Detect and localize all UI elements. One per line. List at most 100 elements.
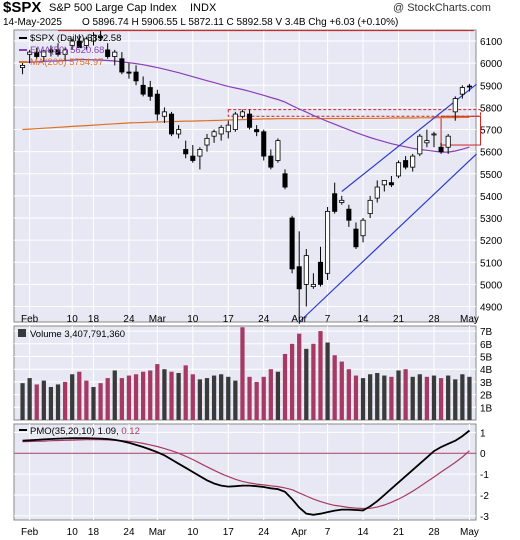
candle-body xyxy=(140,84,146,95)
volume-bar xyxy=(240,327,245,420)
price-tick-label: 5700 xyxy=(480,126,503,137)
candle-body xyxy=(395,162,402,177)
pmo-x-label: 18 xyxy=(88,527,100,538)
price-x-label: 17 xyxy=(223,314,235,325)
volume-bar xyxy=(254,381,259,420)
candle-body xyxy=(90,35,97,42)
candle-body xyxy=(417,135,423,155)
price-tick-label: 6100 xyxy=(480,37,503,48)
price-tick-label: 4900 xyxy=(480,303,503,314)
candle-body xyxy=(367,199,373,215)
volume-bar xyxy=(41,380,46,420)
volume-bar xyxy=(446,375,451,420)
watermark: @ StockCharts.com xyxy=(393,2,491,14)
candle-body xyxy=(154,93,160,115)
candle-body xyxy=(98,36,104,39)
volume-legend-swatch xyxy=(18,329,26,337)
price-tick-label: 5900 xyxy=(480,81,503,92)
volume-bar xyxy=(360,378,366,420)
candle-body xyxy=(48,49,54,53)
candle-body xyxy=(424,140,430,144)
price-x-label: 10 xyxy=(67,314,79,325)
candle-body xyxy=(317,261,324,285)
volume-bar xyxy=(126,375,132,420)
price-x-label: 14 xyxy=(357,314,369,325)
volume-bar xyxy=(368,374,373,420)
candle-body xyxy=(360,219,366,237)
volume-bar xyxy=(204,378,210,420)
candle-body xyxy=(168,113,175,135)
candle-body xyxy=(239,111,245,117)
volume-bar xyxy=(183,365,188,420)
price-x-label: Apr xyxy=(291,314,307,325)
volume-bar xyxy=(219,374,224,420)
volume-bar xyxy=(389,376,394,420)
volume-bar xyxy=(297,333,302,420)
price-tick-label: 5200 xyxy=(480,236,503,247)
volume-bar xyxy=(190,374,195,420)
candle-body xyxy=(310,283,316,288)
volume-bar xyxy=(141,371,146,420)
candle-body xyxy=(147,87,153,97)
resistance-box xyxy=(227,109,482,117)
pmo-x-label: 24 xyxy=(258,527,270,538)
volume-bar xyxy=(84,380,89,420)
price-tick-label: 5600 xyxy=(480,148,503,159)
candle-body xyxy=(452,98,458,113)
candle-body xyxy=(176,129,182,135)
volume-tick-label: 5B xyxy=(480,352,493,363)
volume-bar xyxy=(211,375,217,420)
price-x-label: 28 xyxy=(428,314,440,325)
volume-tick-label: 2B xyxy=(480,391,493,402)
candle-body xyxy=(254,129,260,133)
volume-bar xyxy=(162,369,167,420)
volume-bar xyxy=(268,369,273,420)
volume-title: Volume 3,407,791,360 xyxy=(30,329,125,340)
price-tick-label: 5000 xyxy=(480,280,503,291)
pmo-x-label: Apr xyxy=(291,527,307,538)
volume-bar xyxy=(176,373,181,420)
candle-body xyxy=(218,126,224,135)
volume-bar xyxy=(311,343,316,420)
volume-bar xyxy=(91,386,96,420)
volume-bar xyxy=(98,383,103,420)
candle-body xyxy=(119,58,125,73)
volume-bar xyxy=(438,378,444,420)
volume-tick-label: 6B xyxy=(480,340,493,351)
candle-body xyxy=(225,124,231,133)
pmo-signal-line xyxy=(22,439,470,510)
pmo-line xyxy=(22,429,471,516)
symbol-title: $SPX xyxy=(3,0,42,16)
volume-bar xyxy=(375,373,380,420)
candle-body xyxy=(211,131,217,137)
pmo-x-label: 7 xyxy=(325,527,331,538)
candle-body xyxy=(83,38,89,46)
candle-body xyxy=(105,49,111,57)
volume-bar xyxy=(424,376,430,420)
pmo-x-label: 17 xyxy=(223,527,235,538)
volume-bar xyxy=(133,374,139,420)
volume-bar xyxy=(417,374,422,420)
ohlc-readout: O 5896.74 H 5906.55 L 5872.11 C 5892.58 … xyxy=(82,17,399,28)
volume-bar xyxy=(382,375,387,420)
volume-tick-label: 1B xyxy=(480,403,493,414)
candle-body xyxy=(112,51,118,57)
volume-bar xyxy=(410,376,415,420)
volume-bar xyxy=(70,374,75,420)
price-x-label: 24 xyxy=(123,314,135,325)
price-x-label: 10 xyxy=(187,314,199,325)
legend-entry: EMA(50) 5620.68 xyxy=(30,45,104,56)
candle-body xyxy=(466,85,472,88)
volume-bar xyxy=(318,331,323,420)
candle-body xyxy=(445,135,451,148)
volume-bar xyxy=(119,378,124,420)
volume-bar xyxy=(346,369,351,420)
volume-bar xyxy=(275,371,281,420)
volume-bar xyxy=(48,386,54,420)
pmo-tick-label: 1 xyxy=(480,428,486,439)
volume-bar xyxy=(453,379,458,420)
volume-bar xyxy=(27,378,32,420)
candle-body xyxy=(282,173,288,188)
candle-body xyxy=(296,266,302,290)
